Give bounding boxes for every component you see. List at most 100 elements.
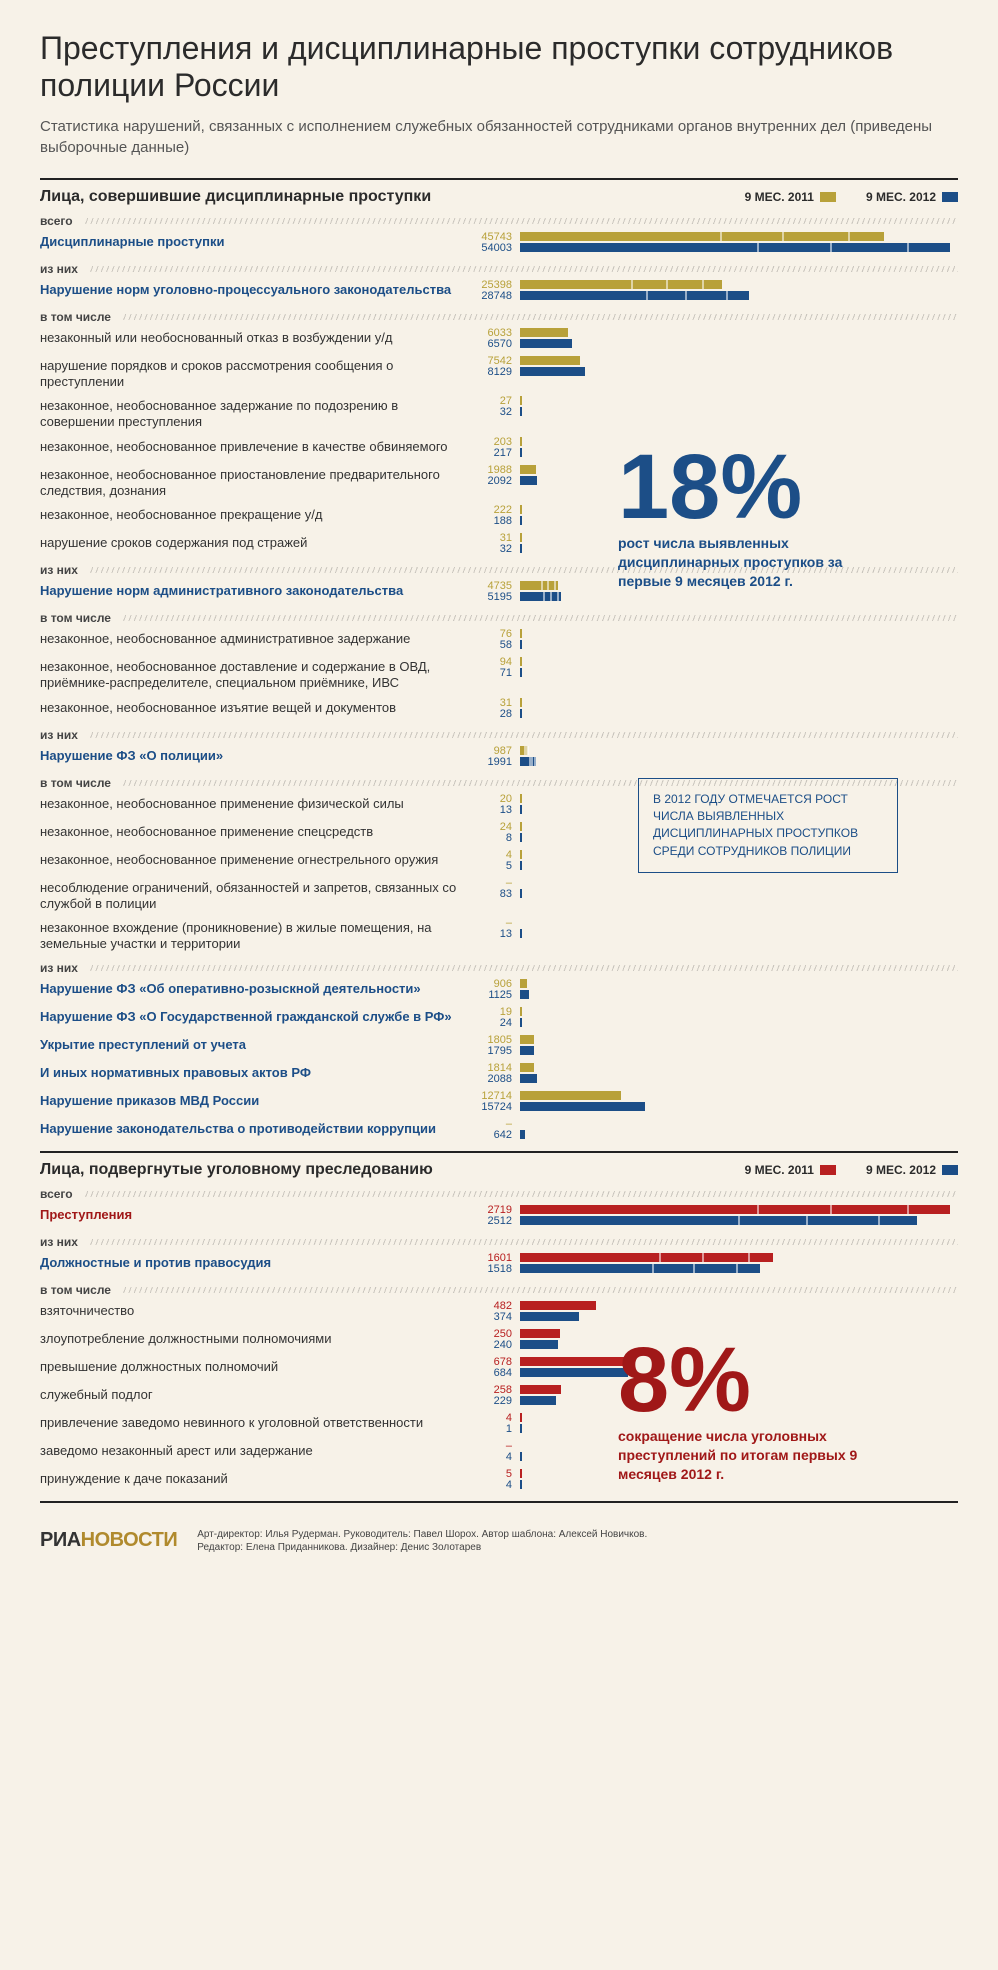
row-bars bbox=[520, 918, 958, 940]
divider bbox=[40, 1151, 958, 1153]
row-label: незаконное, необоснованное применение фи… bbox=[40, 794, 470, 812]
data-row: Дисциплинарные проступки4574354003 bbox=[40, 232, 958, 254]
row-label: Нарушение приказов МВД России bbox=[40, 1091, 470, 1109]
row-values: 18051795 bbox=[470, 1035, 520, 1057]
row-label: незаконное, необоснованное задержание по… bbox=[40, 396, 470, 431]
data-row: незаконное вхождение (проникновение) в ж… bbox=[40, 918, 958, 953]
row-label: незаконное, необоснованное прекращение у… bbox=[40, 505, 470, 523]
row-values: 9871991 bbox=[470, 746, 520, 768]
row-bars bbox=[520, 657, 958, 679]
row-label: Нарушение ФЗ «Об оперативно-розыскной де… bbox=[40, 979, 470, 997]
divider-label: в том числе bbox=[40, 1283, 958, 1297]
row-bars bbox=[520, 1035, 958, 1057]
row-label: незаконное, необоснованное административ… bbox=[40, 629, 470, 647]
row-label: несоблюдение ограничений, обязанностей и… bbox=[40, 878, 470, 913]
row-label: незаконное вхождение (проникновение) в ж… bbox=[40, 918, 470, 953]
row-values: 16011518 bbox=[470, 1253, 520, 1275]
row-values: –642 bbox=[470, 1119, 520, 1141]
row-label: служебный подлог bbox=[40, 1385, 470, 1403]
divider-label: из них bbox=[40, 961, 958, 975]
row-label: Нарушение ФЗ «О полиции» bbox=[40, 746, 470, 764]
row-label: Укрытие преступлений от учета bbox=[40, 1035, 470, 1053]
row-bars bbox=[520, 1119, 958, 1141]
credits: Арт-директор: Илья Рудерман. Руководител… bbox=[197, 1528, 647, 1554]
row-label: заведомо незаконный арест или задержание bbox=[40, 1441, 470, 1459]
data-row: нарушение порядков и сроков рассмотрения… bbox=[40, 356, 958, 391]
row-label: привлечение заведомо невинного к уголовн… bbox=[40, 1413, 470, 1431]
page-subtitle: Статистика нарушений, связанных с исполн… bbox=[40, 116, 958, 158]
row-values: 1271415724 bbox=[470, 1091, 520, 1113]
row-bars bbox=[520, 1091, 958, 1113]
data-row: незаконное, необоснованное административ… bbox=[40, 629, 958, 651]
row-values: 3128 bbox=[470, 698, 520, 720]
row-bars bbox=[520, 356, 958, 378]
data-row: несоблюдение ограничений, обязанностей и… bbox=[40, 878, 958, 913]
row-values: 7658 bbox=[470, 629, 520, 651]
row-bars bbox=[520, 878, 958, 900]
section-header: Лица, совершившие дисциплинарные проступ… bbox=[40, 188, 431, 206]
row-label: превышение должностных полномочий bbox=[40, 1357, 470, 1375]
ria-logo: РИАНОВОСТИ bbox=[40, 1529, 177, 1552]
row-values: 3132 bbox=[470, 533, 520, 555]
row-values: 18142088 bbox=[470, 1063, 520, 1085]
footer: РИАНОВОСТИ Арт-директор: Илья Рудерман. … bbox=[40, 1528, 958, 1554]
data-row: И иных нормативных правовых актов РФ1814… bbox=[40, 1063, 958, 1085]
row-label: Нарушение ФЗ «О Государственной гражданс… bbox=[40, 1007, 470, 1025]
data-row: Укрытие преступлений от учета18051795 bbox=[40, 1035, 958, 1057]
row-values: 19882092 bbox=[470, 465, 520, 487]
row-bars bbox=[520, 1253, 958, 1275]
section-header: Лица, подвергнутые уголовному преследова… bbox=[40, 1161, 433, 1179]
row-label: незаконное, необоснованное изъятие вещей… bbox=[40, 698, 470, 716]
row-label: Должностные и против правосудия bbox=[40, 1253, 470, 1271]
row-label: злоупотребление должностными полномочиям… bbox=[40, 1329, 470, 1347]
row-values: 2013 bbox=[470, 794, 520, 816]
data-row: Нарушение норм уголовно-процессуального … bbox=[40, 280, 958, 302]
legend: 9 МЕС. 2011 9 МЕС. 2012 bbox=[745, 190, 958, 204]
divider-label: в том числе bbox=[40, 310, 958, 324]
row-values: 678684 bbox=[470, 1357, 520, 1379]
legend-swatch-2012 bbox=[942, 192, 958, 202]
row-label: незаконное, необоснованное привлечение в… bbox=[40, 437, 470, 455]
row-bars bbox=[520, 746, 958, 768]
row-label: И иных нормативных правовых актов РФ bbox=[40, 1063, 470, 1081]
page-title: Преступления и дисциплинарные проступки … bbox=[40, 30, 958, 104]
row-label: незаконное, необоснованное применение сп… bbox=[40, 822, 470, 840]
row-bars bbox=[520, 698, 958, 720]
row-bars bbox=[520, 280, 958, 302]
row-label: незаконное, необоснованное приостановлен… bbox=[40, 465, 470, 500]
row-values: 222188 bbox=[470, 505, 520, 527]
row-values: 9061125 bbox=[470, 979, 520, 1001]
row-values: 248 bbox=[470, 822, 520, 844]
divider-label: в том числе bbox=[40, 611, 958, 625]
row-values: 60336570 bbox=[470, 328, 520, 350]
row-values: 250240 bbox=[470, 1329, 520, 1351]
section-criminal: Лица, подвергнутые уголовному преследова… bbox=[40, 1161, 958, 1491]
data-row: Нарушение ФЗ «О Государственной гражданс… bbox=[40, 1007, 958, 1029]
row-values: 4574354003 bbox=[470, 232, 520, 254]
row-label: нарушение порядков и сроков рассмотрения… bbox=[40, 356, 470, 391]
data-row: незаконный или необоснованный отказ в во… bbox=[40, 328, 958, 350]
divider-label: всего bbox=[40, 214, 73, 228]
row-bars bbox=[520, 979, 958, 1001]
row-label: незаконный или необоснованный отказ в во… bbox=[40, 328, 470, 346]
data-row: незаконное, необоснованное изъятие вещей… bbox=[40, 698, 958, 720]
row-label: незаконное, необоснованное доставление и… bbox=[40, 657, 470, 692]
row-bars bbox=[520, 396, 958, 418]
row-bars bbox=[520, 232, 958, 254]
row-values: 258229 bbox=[470, 1385, 520, 1407]
callout-box: В 2012 ГОДУ ОТМЕЧАЕТСЯ РОСТ ЧИСЛА ВЫЯВЛЕ… bbox=[638, 778, 898, 874]
row-values: 203217 bbox=[470, 437, 520, 459]
row-bars bbox=[520, 1205, 958, 1227]
row-label: нарушение сроков содержания под стражей bbox=[40, 533, 470, 551]
row-values: –13 bbox=[470, 918, 520, 940]
divider-label: из них bbox=[40, 1235, 958, 1249]
data-row: взяточничество482374 bbox=[40, 1301, 958, 1323]
row-bars bbox=[520, 1301, 958, 1323]
row-label: Преступления bbox=[40, 1205, 470, 1223]
callout-18pct: 18% рост числа выявленных дисциплинарных… bbox=[618, 448, 898, 591]
data-row: незаконное, необоснованное доставление и… bbox=[40, 657, 958, 692]
row-bars bbox=[520, 1007, 958, 1029]
row-values: 2539828748 bbox=[470, 280, 520, 302]
row-bars bbox=[520, 629, 958, 651]
divider-label: из них bbox=[40, 728, 958, 742]
